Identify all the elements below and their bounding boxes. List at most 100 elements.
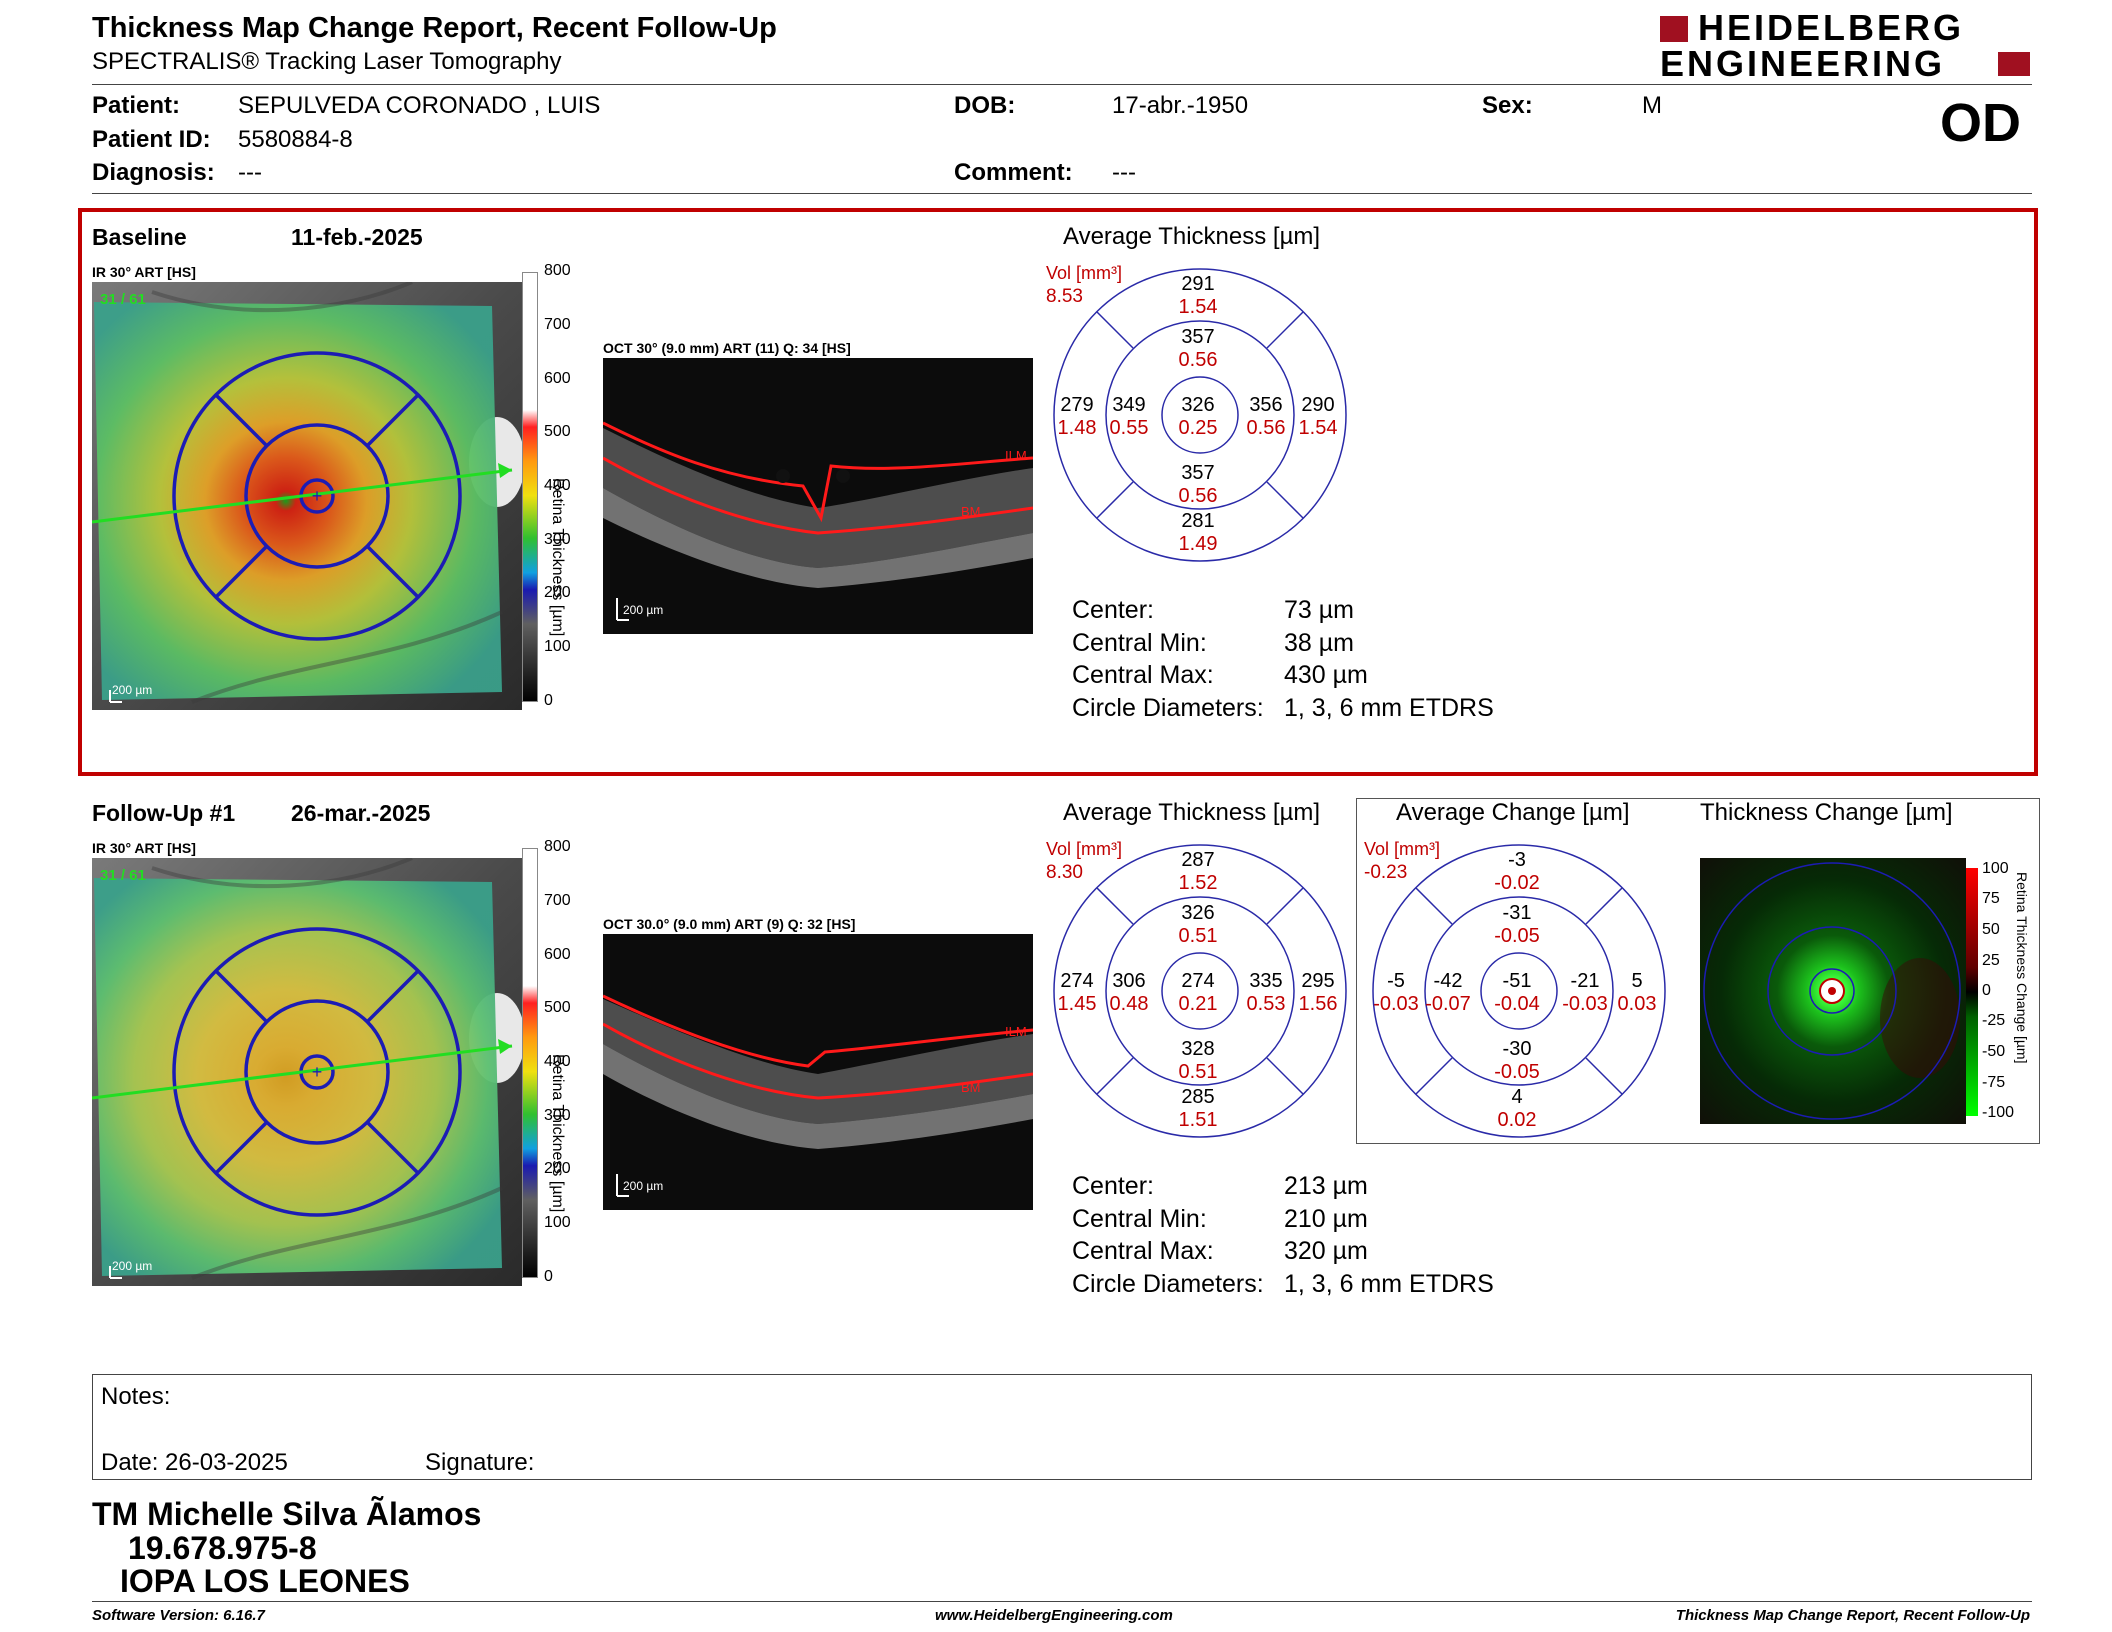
baseline-etdrs-grid: 291 1.54 357 0.56 279 1.48 349 0.55 326 … [1053, 268, 1347, 562]
followup-stat-label: Center: [1072, 1172, 1154, 1200]
svg-text:0.21: 0.21 [1179, 993, 1218, 1015]
svg-text:1.49: 1.49 [1179, 533, 1218, 555]
patient-label: Patient: [92, 92, 181, 119]
baseline-stat-label: Central Max: [1072, 661, 1214, 689]
followup-oct-scan: ILM BM 200 µm [602, 934, 1034, 1210]
diagnosis-label: Diagnosis: [92, 159, 215, 186]
footer-report-name: Thickness Map Change Report, Recent Foll… [1675, 1607, 2030, 1624]
svg-text:-30: -30 [1503, 1038, 1532, 1060]
footer-divider [92, 1601, 2032, 1602]
diagnosis-value: --- [238, 159, 262, 186]
svg-text:0.56: 0.56 [1247, 417, 1286, 439]
svg-text:0.56: 0.56 [1179, 485, 1218, 507]
followup-scale-label: 200 µm [112, 1259, 152, 1273]
change-etdrs-grid: -3 -0.02 -31 -0.05 -5 -0.03 -42 -0.07 -5… [1372, 844, 1666, 1138]
svg-text:326: 326 [1181, 902, 1214, 924]
svg-text:0.48: 0.48 [1110, 993, 1149, 1015]
baseline-stat-value: 430 µm [1284, 661, 1368, 689]
logo-line1: HEIDELBERG [1698, 7, 1965, 48]
baseline-stat-value: 73 µm [1284, 596, 1354, 624]
svg-text:-0.05: -0.05 [1494, 925, 1540, 947]
svg-text:-0.02: -0.02 [1494, 872, 1540, 894]
svg-text:-3: -3 [1508, 849, 1526, 871]
followup-stat-label: Circle Diameters: [1072, 1270, 1264, 1298]
logo-line2: ENGINEERING [1660, 43, 1946, 84]
baseline-stat-value: 1, 3, 6 mm ETDRS [1284, 694, 1494, 722]
heidelberg-logo: HEIDELBERG ENGINEERING [1660, 7, 2032, 82]
baseline-scale-label: 200 µm [112, 683, 152, 697]
followup-thickness-map: + 31 / 61 200 µm [91, 856, 525, 1286]
report-title: Thickness Map Change Report, Recent Foll… [92, 12, 777, 44]
svg-text:1.56: 1.56 [1299, 993, 1338, 1015]
svg-text:306: 306 [1112, 970, 1145, 992]
followup-vol-label: Vol [mm³] [1046, 839, 1123, 859]
svg-text:+: + [312, 486, 323, 506]
followup-ir-label: IR 30° ART [HS] [92, 840, 196, 856]
followup-stat-value: 320 µm [1284, 1237, 1368, 1265]
change-map-axis-title: Retina Thickness Change [µm] [2014, 872, 2030, 1064]
operator-id: 19.678.975-8 [128, 1530, 317, 1566]
svg-text:1.52: 1.52 [1179, 872, 1218, 894]
thickness-change-map [1700, 858, 1966, 1124]
followup-stat-value: 1, 3, 6 mm ETDRS [1284, 1270, 1494, 1298]
svg-text:0.51: 0.51 [1179, 1061, 1218, 1083]
followup-label: Follow-Up #1 [92, 800, 236, 826]
sex-label: Sex: [1482, 92, 1533, 119]
eye-indicator: OD [1940, 93, 2021, 153]
followup-colorbar-ticks: 800 700 600 500 400 300 200 100 0 [544, 838, 571, 1285]
logo-block-icon [1660, 16, 1688, 42]
baseline-frame-counter: 31 / 61 [100, 291, 146, 308]
baseline-oct-scan: ILM BM 200 µm [602, 358, 1034, 634]
baseline-avg-title: Average Thickness [µm] [1063, 223, 1321, 250]
operator-institution: IOPA LOS LEONES [120, 1563, 410, 1599]
signature-label: Signature: [425, 1449, 535, 1476]
baseline-bm-label: BM [961, 504, 981, 519]
followup-stat-value: 213 µm [1284, 1172, 1368, 1200]
svg-text:335: 335 [1249, 970, 1282, 992]
baseline-stat-label: Center: [1072, 596, 1154, 624]
svg-text:0.53: 0.53 [1247, 993, 1286, 1015]
baseline-thickness-map: + 31 / 61 200 µm [91, 280, 525, 710]
svg-text:+: + [312, 1062, 323, 1082]
baseline-ilm-label: ILM [1005, 448, 1027, 463]
patient-id: 5580884-8 [238, 126, 353, 153]
followup-oct-label: OCT 30.0° (9.0 mm) ART (9) Q: 32 [HS] [603, 916, 856, 932]
followup-oct-scale: 200 µm [623, 1179, 663, 1193]
svg-text:285: 285 [1181, 1086, 1214, 1108]
svg-text:0.25: 0.25 [1179, 417, 1218, 439]
followup-ilm-label: ILM [1005, 1024, 1027, 1039]
svg-text:-0.07: -0.07 [1425, 993, 1471, 1015]
dob-value: 17-abr.-1950 [1112, 92, 1249, 119]
notes-box[interactable]: Notes: Date: 26-03-2025 Signature: [92, 1374, 2032, 1480]
change-map-title: Thickness Change [µm] [1700, 799, 1953, 826]
patient-id-label: Patient ID: [92, 126, 211, 153]
svg-text:-5: -5 [1387, 970, 1405, 992]
svg-text:-42: -42 [1434, 970, 1463, 992]
website-link[interactable]: www.HeidelbergEngineering.com [935, 1607, 1173, 1624]
baseline-oct-label: OCT 30° (9.0 mm) ART (11) Q: 34 [HS] [603, 340, 851, 356]
svg-text:1.48: 1.48 [1058, 417, 1097, 439]
comment-value: --- [1112, 159, 1136, 186]
patient-name: SEPULVEDA CORONADO , LUIS [238, 92, 601, 119]
followup-stat-value: 210 µm [1284, 1205, 1368, 1233]
svg-text:-21: -21 [1571, 970, 1600, 992]
svg-text:356: 356 [1249, 394, 1282, 416]
svg-text:-51: -51 [1503, 970, 1532, 992]
change-colorbar [1966, 868, 1978, 1116]
baseline-colorbar [522, 272, 538, 702]
svg-text:357: 357 [1181, 462, 1214, 484]
followup-colorbar [522, 848, 538, 1278]
change-vol-value: -0.23 [1364, 862, 1408, 883]
change-panel [1356, 798, 2040, 1144]
logo-block-icon [1998, 52, 2030, 76]
followup-stat-label: Central Min: [1072, 1205, 1207, 1233]
operator-name: TM Michelle Silva Ãlamos [92, 1496, 482, 1532]
baseline-vol-value: 8.53 [1046, 286, 1083, 307]
svg-text:-0.04: -0.04 [1494, 993, 1540, 1015]
change-avg-title: Average Change [µm] [1396, 799, 1630, 826]
notes-date: Date: 26-03-2025 [101, 1449, 288, 1476]
followup-frame-counter: 31 / 61 [100, 867, 146, 884]
followup-colorbar-title: Retina Thickness [µm] [549, 1054, 566, 1213]
baseline-colorbar-title: Retina Thickness [µm] [549, 478, 566, 637]
report-subtitle: SPECTRALIS® Tracking Laser Tomography [92, 48, 562, 75]
